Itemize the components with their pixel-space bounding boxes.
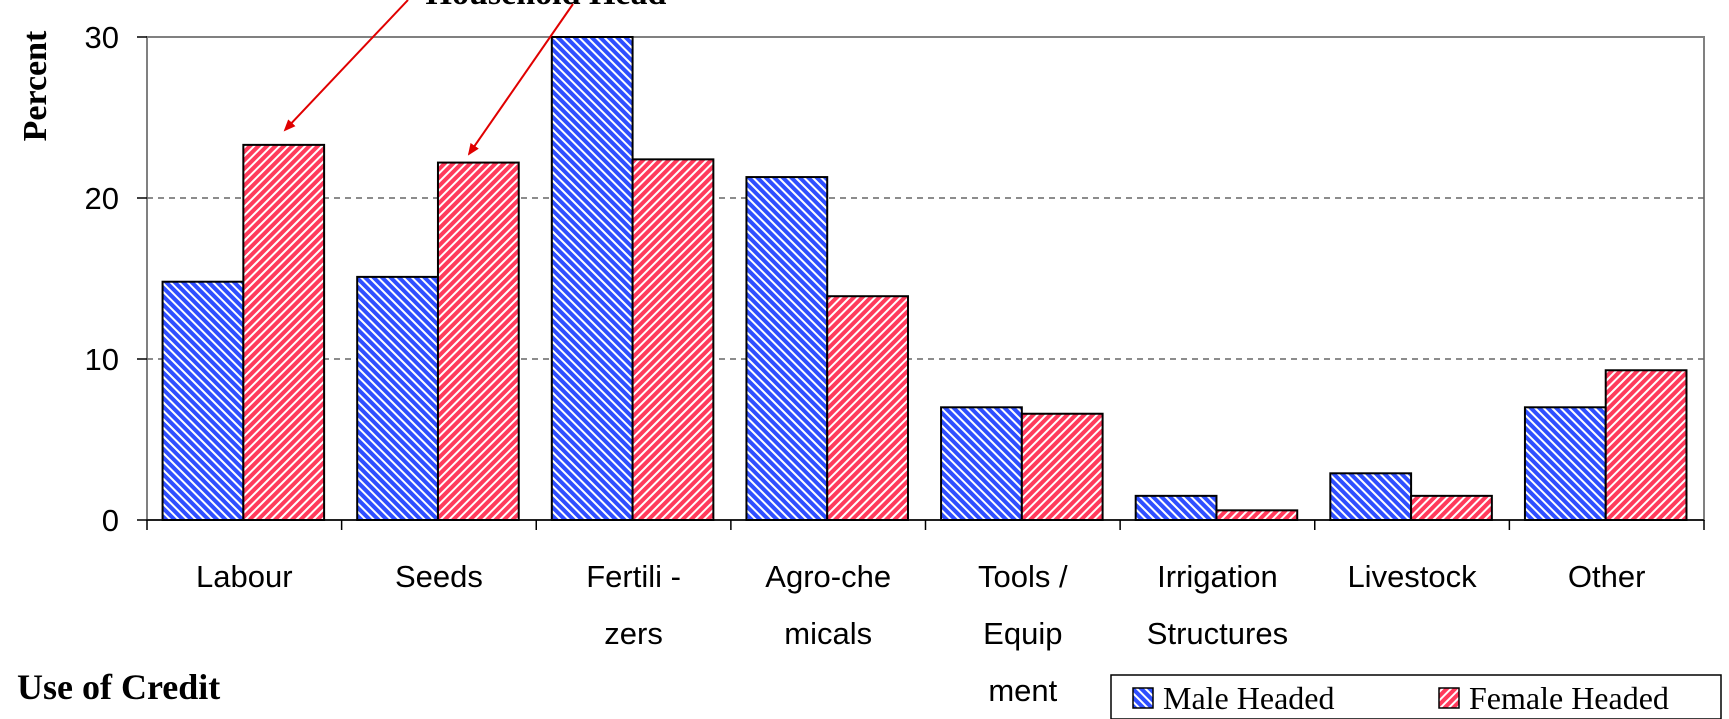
annotation-arrow: [283, 0, 409, 132]
legend-label: Male Headed: [1163, 680, 1334, 716]
bar: [161, 280, 245, 521]
bar: [745, 176, 829, 521]
bar: [1523, 406, 1607, 521]
bar: [1604, 369, 1688, 521]
y-tick-label: 30: [85, 20, 119, 55]
x-tick-label: Fertili -: [586, 559, 681, 594]
bar: [826, 295, 909, 521]
y-tick-label: 10: [85, 342, 119, 377]
x-tick-label: Tools /: [978, 559, 1068, 594]
x-tick-label: ment: [988, 673, 1057, 708]
annotation-arrow: [467, 3, 574, 156]
x-tick-label: Irrigation: [1157, 559, 1278, 594]
x-tick-label: Livestock: [1347, 559, 1477, 594]
bar: [1215, 509, 1299, 521]
x-tick-label: Agro-che: [765, 559, 891, 594]
bar: [1410, 494, 1493, 522]
y-tick-label: 20: [85, 181, 119, 216]
bar: [550, 36, 634, 521]
bar: [1020, 412, 1104, 521]
legend-label: Female Headed: [1469, 680, 1669, 716]
legend-swatch: [1438, 687, 1460, 709]
bar: [940, 406, 1023, 521]
bar: [436, 161, 520, 522]
bar: [242, 143, 326, 521]
bar: [356, 275, 439, 522]
legend-box: [1110, 674, 1722, 719]
x-axis-label: Use of Credit: [17, 667, 220, 707]
annotation: Household Head: [426, 0, 667, 12]
x-tick-label: Seeds: [395, 559, 483, 594]
bar: [1329, 472, 1413, 521]
x-tick-label: Structures: [1147, 616, 1288, 651]
x-tick-label: zers: [604, 616, 663, 651]
y-tick-label: 0: [102, 503, 119, 538]
legend-swatch: [1132, 687, 1154, 709]
bar: [1134, 494, 1218, 522]
x-tick-label: micals: [784, 616, 872, 651]
x-tick-label: Equip: [983, 616, 1062, 651]
y-axis-label: Percent: [17, 30, 54, 141]
x-tick-label: Labour: [196, 559, 293, 594]
bar: [631, 158, 715, 522]
x-tick-label: Other: [1568, 559, 1646, 594]
